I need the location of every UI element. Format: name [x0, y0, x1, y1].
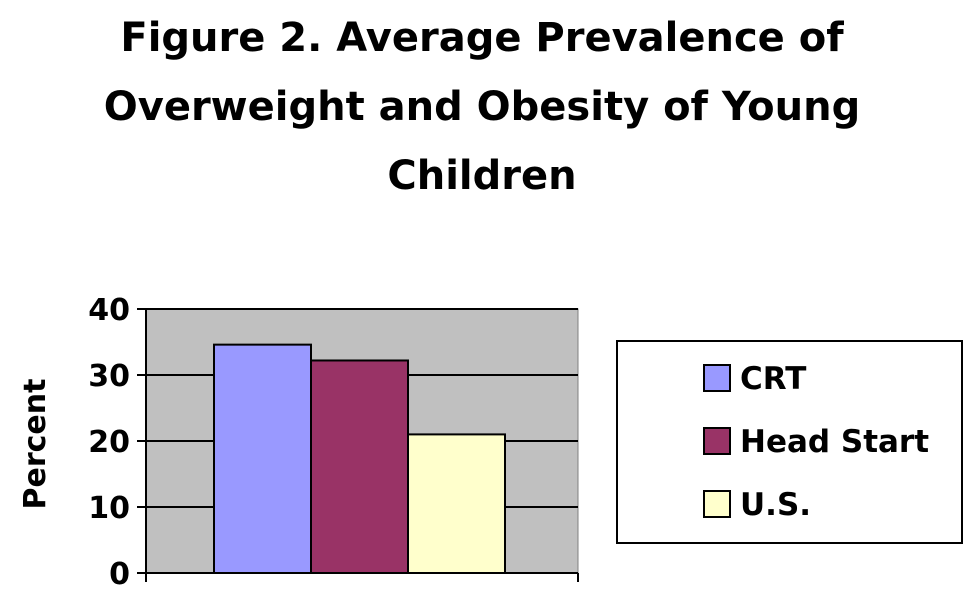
bars: [213, 343, 506, 575]
chart-title-line-1: Figure 2. Average Prevalence of: [120, 15, 844, 61]
chart-title-line-2: Overweight and Obesity of Young: [103, 84, 861, 130]
y-tick-label: 20: [88, 425, 130, 460]
bar-head-start: [310, 359, 409, 575]
axes: [137, 308, 579, 582]
chart-title: Figure 2. Average Prevalence of Overweig…: [0, 4, 964, 211]
y-tick-label: 40: [88, 293, 130, 328]
legend-box: [616, 340, 963, 544]
bar-crt: [213, 343, 312, 575]
legend-swatch: [703, 364, 731, 392]
legend-label: U.S.: [740, 487, 811, 523]
legend-label: Head Start: [740, 424, 929, 460]
y-axis-label: Percent: [18, 379, 53, 510]
y-tick-label: 10: [88, 491, 130, 526]
legend-label: CRT: [740, 361, 806, 397]
y-tick-label: 30: [88, 359, 130, 394]
legend-swatch: [703, 490, 731, 518]
legend-swatch: [703, 427, 731, 455]
y-tick-labels: 0 10 20 30 40: [88, 293, 130, 592]
legend: CRT Head Start U.S.: [616, 340, 963, 544]
chart-title-line-3: Children: [387, 153, 577, 199]
bar-u-s: [407, 433, 506, 574]
y-tick-label: 0: [109, 557, 130, 592]
